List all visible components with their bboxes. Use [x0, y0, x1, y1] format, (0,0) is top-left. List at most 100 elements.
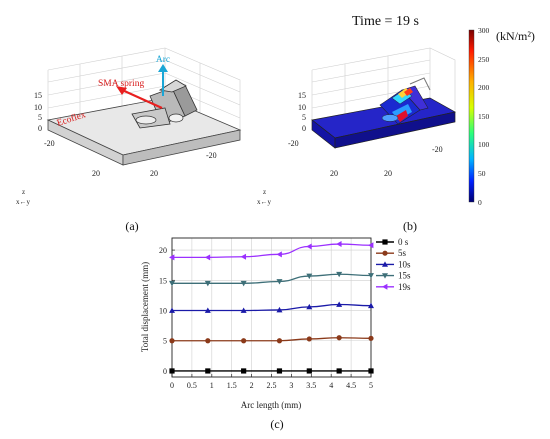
y-tick-label: 5	[163, 337, 167, 346]
colorbar: (kN/m²) 300 250 200 150 100 50 0	[468, 26, 535, 207]
colorbar-scale	[468, 29, 475, 203]
data-point	[336, 271, 343, 278]
data-point	[169, 254, 175, 261]
panel-b-y-tick: -20	[432, 145, 443, 154]
colorbar-tick: 50	[478, 169, 486, 178]
x-tick-label: 4	[329, 381, 333, 390]
data-point	[336, 301, 343, 307]
colorbar-tick: 300	[478, 26, 490, 35]
legend-label: 19s	[398, 282, 411, 292]
data-point	[240, 253, 247, 260]
panel-a-z-tick: 5	[38, 113, 42, 122]
panel-a-z-tick: 15	[34, 91, 42, 100]
actuator-body	[131, 79, 198, 129]
x-tick-label: 0.5	[187, 381, 197, 390]
x-axis-label: Arc length (mm)	[241, 400, 301, 410]
data-point	[169, 338, 175, 344]
colorbar-tick: 250	[478, 55, 490, 64]
data-point	[368, 368, 374, 374]
legend-swatch-marker	[382, 273, 388, 279]
panel-a-y-tick: -20	[206, 151, 217, 160]
legend-item: 10s	[376, 259, 411, 269]
colorbar-tick: 200	[478, 83, 490, 92]
panel-b-tick-labels: 15 10 5 0 -20 20 -20 20	[288, 91, 443, 178]
x-tick-label: 5	[369, 381, 373, 390]
panel-a: Arc SMA spring Ecoflex 15 10 5 0 -20 20 …	[16, 47, 242, 233]
data-point	[204, 254, 211, 261]
chart-series	[169, 241, 374, 374]
legend-label: 10s	[398, 259, 411, 269]
panel-a-x-tick: 20	[92, 169, 100, 178]
data-point	[368, 273, 374, 279]
x-tick-label: 1.5	[227, 381, 237, 390]
panel-b-label: (b)	[403, 219, 417, 233]
y-tick-label: 10	[159, 307, 167, 316]
legend-swatch-marker	[382, 239, 388, 245]
panel-a-y-tick: 20	[150, 169, 158, 178]
data-point	[241, 368, 247, 374]
data-point	[276, 338, 283, 344]
chart-ticks: 0 0.5 1 1.5 2 2.5 3 3.5 4 4.5 5 0 5 10 15 20	[159, 246, 373, 390]
panel-b-z-tick: 0	[302, 124, 306, 133]
callout-arc: Arc	[156, 55, 170, 96]
data-point	[306, 368, 312, 374]
data-point	[204, 307, 211, 313]
data-point	[336, 335, 342, 341]
data-point	[205, 338, 211, 344]
legend-swatch-marker	[382, 250, 388, 256]
x-tick-label: 0	[170, 381, 174, 390]
panel-a-tick-labels: 15 10 5 0 -20 20 -20 20	[34, 91, 217, 178]
data-point	[241, 338, 247, 344]
panel-b-x-tick: -20	[288, 139, 299, 148]
series-4	[169, 241, 374, 261]
y-axis-label: Total displacement (mm)	[140, 262, 150, 352]
callout-arc-label: Arc	[156, 55, 170, 65]
panel-c-label: (c)	[270, 417, 283, 431]
data-point	[276, 306, 283, 313]
triad-xy: x←y	[16, 198, 31, 206]
y-tick-label: 15	[159, 276, 167, 285]
data-point	[169, 307, 175, 313]
legend-item: 15s	[376, 271, 411, 281]
data-point	[306, 336, 312, 342]
data-point	[169, 368, 175, 374]
panel-b-z-tick: 10	[298, 103, 306, 112]
data-point	[336, 241, 342, 248]
legend-item: 19s	[376, 282, 411, 292]
x-tick-label: 1	[210, 381, 214, 390]
data-point	[205, 368, 211, 374]
colorbar-tick: 150	[478, 112, 490, 121]
data-point	[306, 303, 313, 310]
data-point	[368, 302, 374, 309]
panel-b: 15 10 5 0 -20 20 -20 20 z x←y Time = 19 …	[257, 14, 535, 233]
panel-a-axis-grid	[47, 47, 241, 131]
panel-a-z-tick: 10	[34, 103, 42, 112]
panel-a-axis-triad: z x←y	[16, 188, 31, 206]
x-tick-label: 2	[250, 381, 254, 390]
x-tick-label: 2.5	[267, 381, 277, 390]
data-point	[276, 251, 282, 258]
legend-item: 0 s	[376, 237, 409, 247]
x-tick-label: 4.5	[346, 381, 356, 390]
data-point	[240, 307, 247, 313]
series-1	[169, 335, 374, 344]
chart-grid	[172, 238, 371, 377]
panel-b-z-tick: 5	[302, 113, 306, 122]
legend-label: 0 s	[398, 237, 409, 247]
legend-item: 5s	[376, 248, 407, 258]
time-label: Time = 19 s	[352, 14, 419, 29]
colorbar-tick: 100	[478, 140, 490, 149]
x-tick-label: 3	[289, 381, 293, 390]
x-tick-label: 3.5	[306, 381, 316, 390]
legend-swatch-marker	[382, 283, 388, 290]
panel-b-axis-triad: z x←y	[257, 188, 272, 206]
data-point	[368, 242, 374, 249]
legend-label: 5s	[398, 248, 407, 258]
series-2	[169, 301, 374, 313]
panel-a-x-tick: -20	[44, 139, 55, 148]
legend-swatch-marker	[382, 261, 388, 267]
y-tick-label: 0	[163, 367, 167, 376]
panel-b-x-tick: 20	[330, 169, 338, 178]
